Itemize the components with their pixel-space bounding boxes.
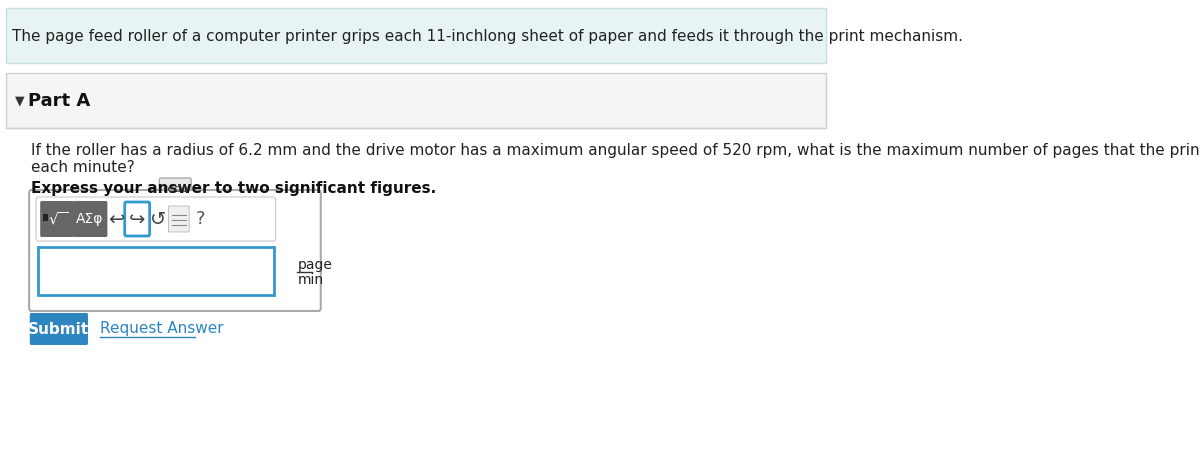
Text: each minute?: each minute? <box>31 160 134 175</box>
FancyBboxPatch shape <box>73 201 107 237</box>
Text: The page feed roller of a computer printer grips each 11-inchlong sheet of paper: The page feed roller of a computer print… <box>12 29 964 43</box>
FancyBboxPatch shape <box>30 313 88 345</box>
Text: Express your answer to two significant figures.: Express your answer to two significant f… <box>31 180 437 196</box>
FancyBboxPatch shape <box>160 178 191 200</box>
Text: ?: ? <box>196 210 205 228</box>
FancyBboxPatch shape <box>38 247 274 295</box>
Text: ↺: ↺ <box>150 209 166 228</box>
FancyBboxPatch shape <box>6 8 826 63</box>
Text: min: min <box>298 273 324 287</box>
Text: Part A: Part A <box>28 92 90 110</box>
Text: ΑΣφ: ΑΣφ <box>77 212 103 226</box>
Text: $\sqrt{\ }$: $\sqrt{\ }$ <box>48 211 68 227</box>
Text: Request Answer: Request Answer <box>101 322 224 337</box>
FancyBboxPatch shape <box>40 201 74 237</box>
Text: ↪: ↪ <box>128 209 145 228</box>
Text: Submit: Submit <box>29 322 90 337</box>
Text: redo: redo <box>163 184 188 194</box>
Text: If the roller has a radius of 6.2 mm and the drive motor has a maximum angular s: If the roller has a radius of 6.2 mm and… <box>31 143 1200 158</box>
FancyBboxPatch shape <box>6 73 826 128</box>
FancyBboxPatch shape <box>168 206 190 232</box>
FancyBboxPatch shape <box>36 197 276 241</box>
Text: page: page <box>298 258 332 272</box>
Text: ▼: ▼ <box>16 95 25 107</box>
Text: ↩: ↩ <box>108 209 125 228</box>
FancyBboxPatch shape <box>125 202 150 236</box>
FancyBboxPatch shape <box>29 190 320 311</box>
FancyBboxPatch shape <box>43 214 48 221</box>
